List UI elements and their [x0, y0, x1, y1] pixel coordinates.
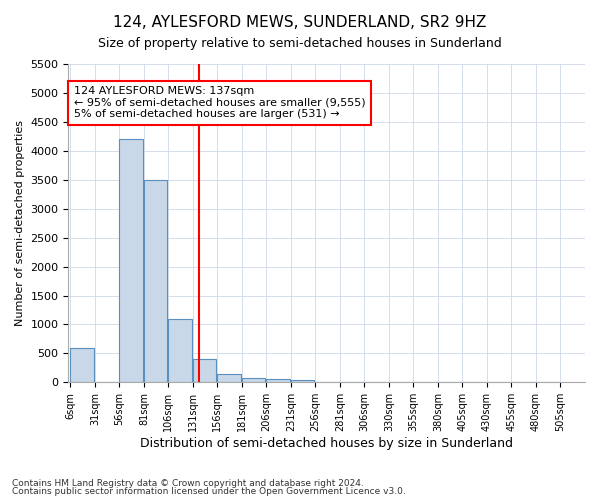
Text: 124 AYLESFORD MEWS: 137sqm
← 95% of semi-detached houses are smaller (9,555)
5% : 124 AYLESFORD MEWS: 137sqm ← 95% of semi…	[74, 86, 365, 120]
Text: Contains public sector information licensed under the Open Government Licence v3: Contains public sector information licen…	[12, 487, 406, 496]
Text: Contains HM Land Registry data © Crown copyright and database right 2024.: Contains HM Land Registry data © Crown c…	[12, 478, 364, 488]
Bar	[144, 180, 167, 382]
Bar	[291, 380, 314, 382]
Bar	[193, 359, 216, 382]
X-axis label: Distribution of semi-detached houses by size in Sunderland: Distribution of semi-detached houses by …	[140, 437, 513, 450]
Bar	[119, 139, 143, 382]
Bar	[242, 378, 265, 382]
Text: Size of property relative to semi-detached houses in Sunderland: Size of property relative to semi-detach…	[98, 38, 502, 51]
Bar	[266, 380, 290, 382]
Y-axis label: Number of semi-detached properties: Number of semi-detached properties	[15, 120, 25, 326]
Text: 124, AYLESFORD MEWS, SUNDERLAND, SR2 9HZ: 124, AYLESFORD MEWS, SUNDERLAND, SR2 9HZ	[113, 15, 487, 30]
Bar	[70, 348, 94, 382]
Bar	[217, 374, 241, 382]
Bar	[169, 318, 191, 382]
